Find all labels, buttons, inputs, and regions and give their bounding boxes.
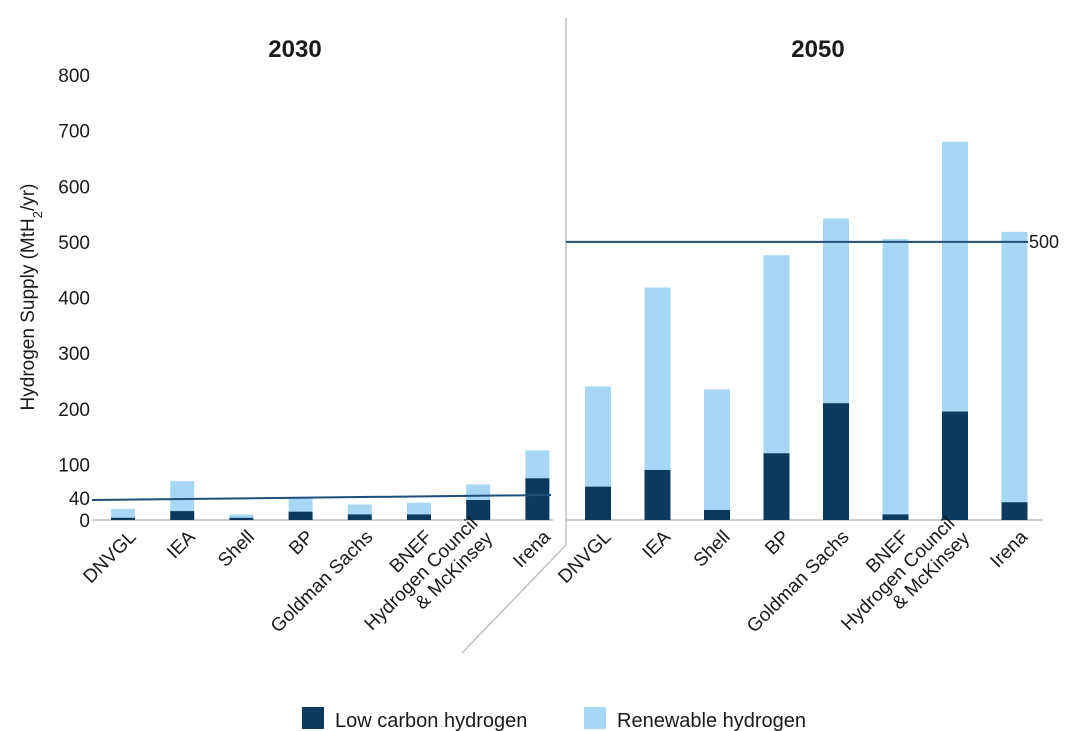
category-label: Irena [987,526,1033,572]
bar-renewable [111,508,135,518]
y-tick-label: 300 [58,344,90,365]
category-label: DNVGL [554,527,615,588]
reference-line [91,493,552,501]
y-tick-label: 400 [58,289,90,310]
bar-renewable [763,255,790,454]
panel-divider-slant [461,544,567,654]
bar-renewable [644,287,671,470]
y-tick-label: 0 [79,511,90,532]
category-label: Shell [690,527,735,572]
category-label-line: IEA [163,526,200,563]
bar-renewable [882,239,909,515]
bar-low-carbon [704,509,730,520]
bar-low-carbon [942,411,968,520]
bar-renewable [823,218,849,404]
bar-renewable [585,386,611,487]
bar-low-carbon [585,486,611,520]
bar-low-carbon [644,469,671,520]
bar-renewable [229,514,254,518]
y-axis-title-part: Hydrogen Supply (MtH [18,218,39,410]
category-label: Hydrogen Council& McKinsey [361,513,498,650]
bar-low-carbon [407,514,431,520]
bar-low-carbon [229,517,254,520]
panel-title: 2050 [791,36,844,63]
category-label-line: BP [285,527,318,560]
category-label-line: Irena [509,526,555,572]
bar-renewable [942,141,968,412]
category-label-line: Irena [987,526,1033,572]
category-label-line: DNVGL [79,527,140,588]
category-label: Hydrogen Council& McKinsey [837,513,974,650]
bar-low-carbon [111,517,135,520]
bar-renewable [1001,231,1028,503]
y-tick-label: 100 [58,455,90,476]
legend-swatch [584,707,606,729]
bar-renewable [525,450,550,479]
bar-low-carbon [823,403,849,520]
category-label-line: Shell [214,527,259,572]
category-label: DNVGL [79,527,140,588]
panel-title: 2030 [268,36,321,63]
bar-low-carbon [466,499,491,520]
category-label: IEA [163,526,200,563]
bar-renewable [288,497,313,512]
bar-renewable [347,504,372,515]
category-label: Irena [509,526,555,572]
y-axis-title: Hydrogen Supply (MtH2/yr) [18,184,45,411]
category-label-line: DNVGL [554,527,615,588]
bar-low-carbon [882,514,909,520]
y-tick-label: 500 [58,233,90,254]
category-label: IEA [639,526,676,563]
bar-low-carbon [170,511,195,520]
bar-low-carbon [1001,502,1028,520]
category-label: BP [285,527,318,560]
y-axis-title-part: 2 [30,211,45,218]
legend-swatch [302,707,324,729]
y-tick-label: 600 [58,177,90,198]
category-label-line: IEA [639,526,676,563]
y-tick-label: 700 [58,122,90,143]
y-tick-label: 200 [58,400,90,421]
category-label-line: Shell [690,527,735,572]
category-label-line: BP [761,527,794,560]
bar-renewable [407,502,431,515]
bar-low-carbon [763,453,790,520]
y-tick-label: 40 [69,489,90,510]
bar-renewable [466,484,491,500]
category-label: BP [761,527,794,560]
y-axis-title-part: /yr) [18,184,39,211]
bar-low-carbon [347,514,372,520]
bar-renewable [170,481,195,512]
bar-renewable [704,389,730,510]
reference-line-label: 500 [1029,232,1059,252]
y-tick-label: 800 [58,66,90,87]
legend-label: Renewable hydrogen [617,710,806,731]
category-label: Shell [214,527,259,572]
bar-low-carbon [288,511,313,520]
bar-low-carbon [525,478,550,520]
legend-label: Low carbon hydrogen [335,710,527,731]
